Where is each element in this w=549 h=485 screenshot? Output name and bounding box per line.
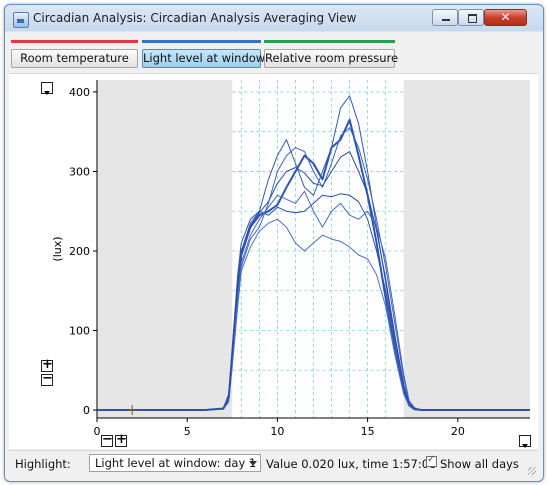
y-tick-label: 300 xyxy=(69,165,90,178)
series-line-day-4 xyxy=(97,218,530,411)
y-zoom-in-button[interactable]: + xyxy=(41,357,53,372)
close-icon: ✕ xyxy=(500,10,511,24)
dropdown-arrow-icon xyxy=(249,461,257,466)
plus-icon: + xyxy=(42,357,53,372)
tab-relative-room-pressure[interactable]: Relative room pressure xyxy=(264,49,398,68)
minimize-icon xyxy=(442,19,450,21)
x-zoom-in-button[interactable]: + xyxy=(115,432,127,447)
maximize-icon xyxy=(468,14,477,23)
title-bar[interactable]: Circadian Analysis: Circadian Analysis A… xyxy=(5,5,543,33)
x-zoom-out-button[interactable]: − xyxy=(101,432,113,447)
main-window: Circadian Analysis: Circadian Analysis A… xyxy=(4,4,544,482)
x-tick-label: 0 xyxy=(94,425,101,438)
window-title: Circadian Analysis: Circadian Analysis A… xyxy=(33,11,357,25)
y-tick-label: 400 xyxy=(69,86,90,99)
checkmark-icon: ✓ xyxy=(427,454,436,465)
y-menu-button[interactable] xyxy=(41,82,53,95)
close-button[interactable]: ✕ xyxy=(484,9,527,26)
plus-icon: + xyxy=(116,432,127,447)
x-tick-label: 15 xyxy=(361,425,375,438)
maximize-button[interactable] xyxy=(458,9,484,26)
y-tick-label: 100 xyxy=(69,325,90,338)
minus-icon: − xyxy=(102,432,113,447)
tab-color-line-room-temperature xyxy=(11,40,138,43)
show-all-days-label[interactable]: Show all days xyxy=(440,457,519,471)
night-shading-band xyxy=(97,80,233,418)
app-icon xyxy=(13,12,29,28)
y-tick-label: 0 xyxy=(83,404,90,417)
chevron-down-icon xyxy=(522,444,528,448)
tab-room-temperature[interactable]: Room temperature xyxy=(11,49,138,68)
tab-light-level-at-window[interactable]: Light level at window xyxy=(142,49,265,68)
chevron-down-icon xyxy=(44,91,50,95)
highlight-label: Highlight: xyxy=(15,457,71,471)
y-axis-label: (lux) xyxy=(51,236,64,261)
minimize-button[interactable] xyxy=(432,9,458,26)
show-all-days-checkbox[interactable]: ✓ xyxy=(426,454,437,467)
client-area: Room temperature Light level at window R… xyxy=(9,33,538,477)
resize-grip[interactable] xyxy=(528,467,536,475)
tab-color-line-light-level xyxy=(142,40,261,43)
x-tick-label: 5 xyxy=(184,425,191,438)
tab-color-line-relative-pressure xyxy=(264,40,395,43)
cursor-value-readout: Value 0.020 lux, time 1:57:08 xyxy=(266,457,437,471)
night-shading-band xyxy=(403,80,530,418)
status-bar: Highlight: Light level at window: day 1 … xyxy=(9,450,538,477)
y-tick-label: 200 xyxy=(69,245,90,258)
series-tab-bar: Room temperature Light level at window R… xyxy=(9,33,538,73)
x-tick-label: 20 xyxy=(451,425,465,438)
highlight-select-value: Light level at window: day 1 xyxy=(95,456,257,470)
x-tick-label: 10 xyxy=(270,425,284,438)
y-zoom-out-button[interactable]: − xyxy=(41,371,53,386)
series-line-day-7 xyxy=(97,151,530,411)
minus-icon: − xyxy=(42,371,53,386)
x-menu-button[interactable] xyxy=(519,435,531,448)
highlight-select[interactable]: Light level at window: day 1 xyxy=(89,454,261,472)
series-line-day-6 xyxy=(97,190,530,411)
